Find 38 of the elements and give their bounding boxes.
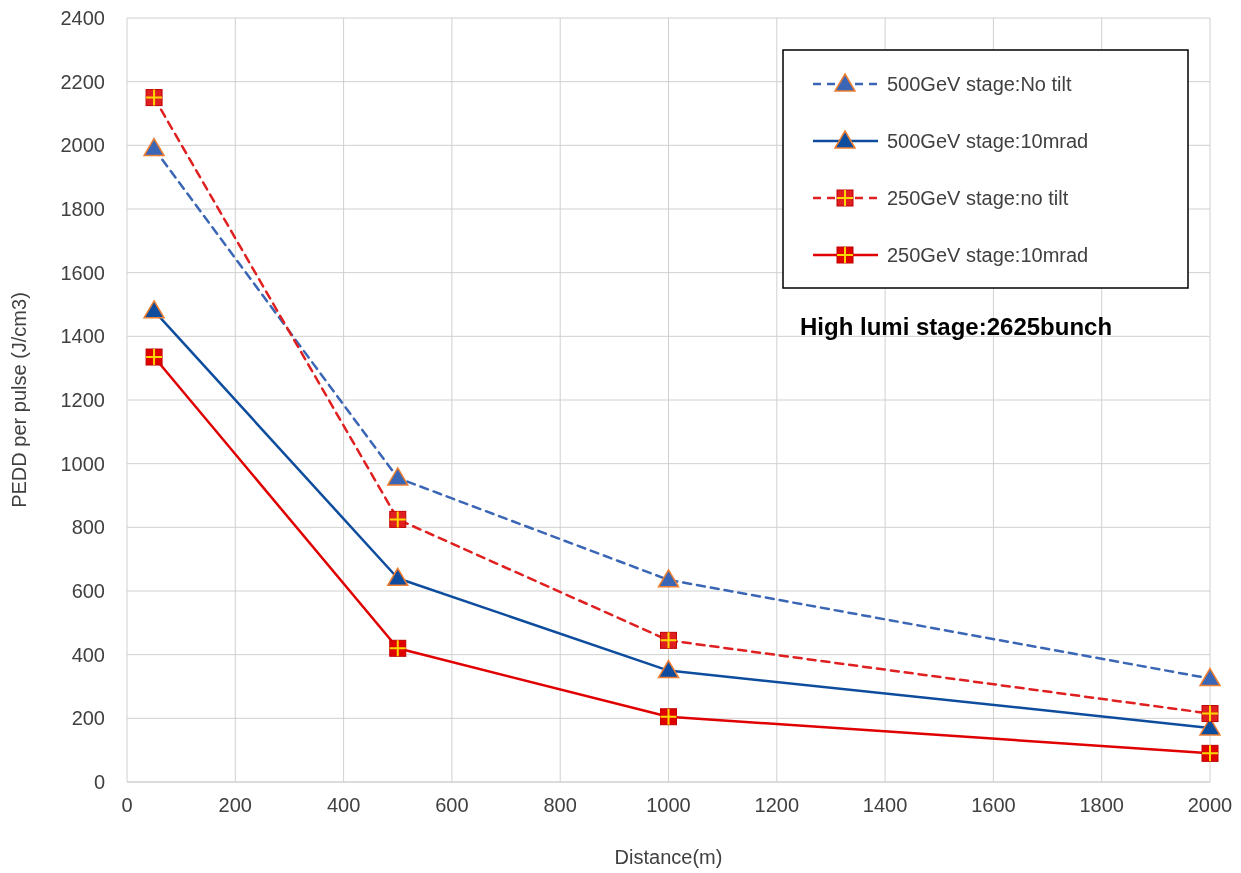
x-tick-label: 1200: [754, 794, 800, 816]
x-tick-label: 2000: [1187, 794, 1233, 816]
point: [387, 567, 409, 587]
point: [657, 569, 680, 588]
y-axis-title: PEDD per pulse (J/cm3): [8, 292, 30, 508]
x-axis-title: Distance(m): [614, 846, 723, 868]
x-tick-label: 1400: [862, 794, 908, 816]
y-tick-label: 0: [93, 771, 105, 793]
y-tick-label: 1400: [60, 325, 105, 348]
point: [387, 467, 409, 486]
x-tick-label: 0: [121, 794, 133, 816]
y-tick-label: 800: [71, 516, 105, 539]
legend-label: 500GeV stage:No tilt: [887, 73, 1072, 95]
point: [143, 137, 165, 157]
y-tick-label: 400: [71, 643, 105, 666]
legend-label: 250GeV stage:10mrad: [887, 244, 1089, 266]
x-tick-label: 400: [326, 794, 361, 816]
y-tick-label: 1000: [60, 452, 105, 475]
legend-label: 250GeV stage:no tilt: [887, 187, 1069, 209]
y-tick-label: 200: [71, 707, 105, 730]
x-tick-label: 1000: [646, 794, 691, 816]
y-tick-label: 1600: [60, 261, 105, 284]
y-tick-label: 2200: [60, 70, 105, 93]
y-tick-label: 2000: [60, 134, 105, 157]
y-tick-label: 1200: [60, 389, 105, 411]
point: [143, 300, 165, 319]
point: [657, 659, 680, 679]
x-tick-label: 1800: [1079, 794, 1124, 816]
x-tick-label: 200: [218, 794, 252, 816]
y-tick-label: 1800: [60, 198, 105, 220]
x-tick-label: 1600: [971, 794, 1016, 816]
x-tick-label: 800: [543, 794, 577, 816]
point: [1199, 667, 1221, 687]
annotation: High lumi stage:2625bunch: [800, 313, 1113, 340]
y-tick-label: 2400: [60, 7, 105, 29]
legend-label: 500GeV stage:10mrad: [887, 130, 1089, 152]
x-tick-label: 600: [435, 794, 469, 816]
y-tick-label: 600: [71, 580, 105, 602]
